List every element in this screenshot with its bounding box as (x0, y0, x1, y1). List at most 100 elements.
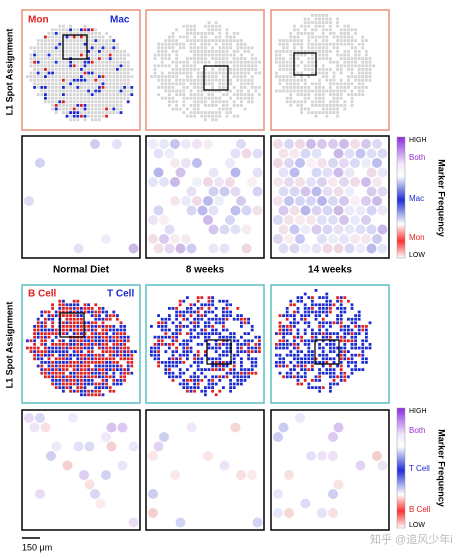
spot (178, 357, 182, 361)
spot (307, 346, 311, 350)
spot (175, 517, 186, 528)
spot (278, 332, 282, 335)
spot (58, 93, 62, 96)
spot (372, 64, 375, 68)
spot (105, 317, 108, 321)
spot (307, 32, 311, 35)
spot (83, 357, 87, 361)
spot (72, 86, 76, 89)
spot (343, 39, 347, 42)
spot (355, 148, 366, 159)
spot (40, 343, 44, 346)
spot (196, 307, 200, 310)
spot (76, 39, 80, 42)
spot (47, 68, 51, 71)
spot (101, 35, 105, 39)
spot (225, 68, 229, 71)
spot (200, 100, 204, 104)
spot (80, 389, 83, 393)
spot (76, 346, 80, 350)
spot (171, 339, 175, 343)
spot (207, 382, 211, 386)
spot (225, 53, 229, 57)
spot (325, 35, 329, 39)
spot (284, 234, 294, 244)
spot (232, 375, 236, 379)
spot (98, 364, 101, 368)
spot (36, 346, 40, 350)
spot (80, 303, 83, 307)
spot (207, 50, 211, 53)
spot (51, 335, 54, 339)
spot (40, 339, 44, 343)
spot (303, 339, 307, 343)
spot (69, 389, 72, 393)
spot (72, 100, 76, 104)
spot (171, 39, 175, 42)
spot (168, 39, 171, 42)
spot (101, 75, 105, 78)
spot (289, 224, 300, 235)
colorbar-label: Mon (409, 233, 425, 242)
spot (54, 86, 58, 89)
spot (47, 328, 51, 332)
zoom-box (62, 34, 88, 60)
spot (289, 35, 293, 39)
spot (186, 379, 189, 382)
spot (101, 339, 105, 343)
spot (47, 60, 51, 64)
spot (243, 64, 247, 68)
spot (51, 307, 54, 310)
spot (200, 314, 204, 317)
spot (325, 357, 329, 361)
spot (218, 335, 222, 339)
spot (54, 82, 58, 86)
spot (336, 39, 339, 42)
spot (247, 177, 257, 187)
spot (318, 386, 321, 389)
spot (322, 186, 333, 197)
spot (62, 460, 73, 471)
spot (26, 346, 29, 350)
spot (282, 86, 285, 89)
spot (44, 310, 47, 314)
spot (105, 111, 108, 114)
spot (164, 86, 168, 89)
spot (33, 64, 36, 68)
spot (112, 82, 116, 86)
spot (357, 317, 361, 321)
spot (108, 321, 112, 325)
spot (54, 314, 58, 317)
spot (40, 422, 51, 433)
spot (69, 317, 72, 321)
spot (250, 357, 254, 361)
spot (366, 167, 377, 178)
spot (354, 325, 357, 328)
spot (123, 361, 126, 364)
spot (329, 68, 332, 71)
spot (282, 361, 285, 364)
spot (295, 158, 305, 168)
spot (101, 386, 105, 389)
spot (307, 368, 311, 371)
spot (112, 100, 116, 104)
spot (51, 57, 54, 60)
spot (65, 371, 69, 375)
spot (200, 343, 204, 346)
spot (343, 82, 347, 86)
spot (69, 314, 72, 317)
spot (204, 350, 207, 353)
spot (58, 107, 62, 111)
spot (119, 343, 123, 346)
spot (347, 28, 350, 32)
spot (200, 93, 204, 96)
spot (47, 314, 51, 317)
spot (214, 35, 218, 39)
spot (90, 350, 94, 353)
spot (58, 339, 62, 343)
spot (98, 339, 101, 343)
spot (318, 89, 321, 93)
spot (200, 42, 204, 46)
spot (168, 346, 171, 350)
spot (336, 64, 339, 68)
